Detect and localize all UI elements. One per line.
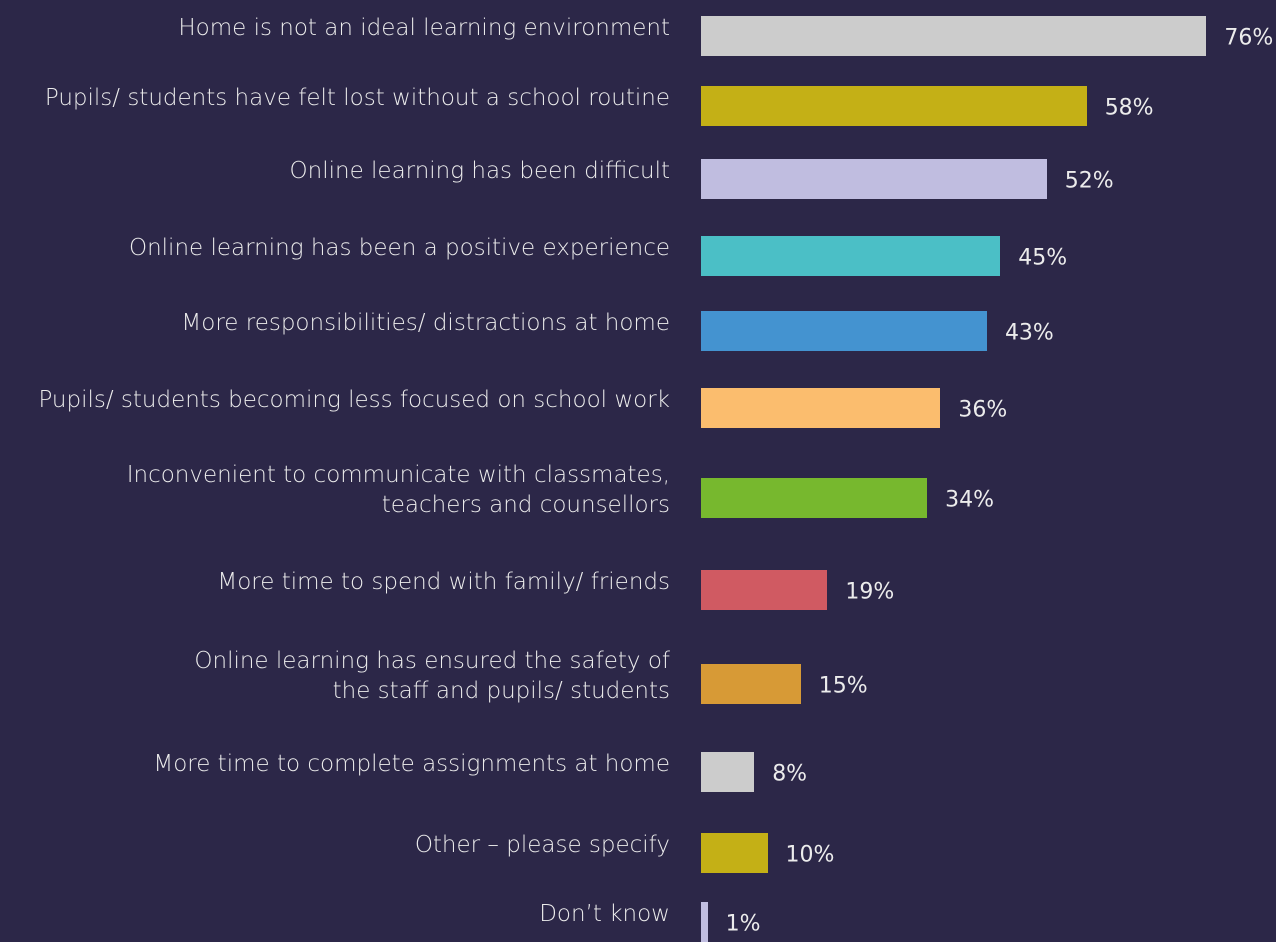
bar <box>701 311 987 351</box>
category-label: Inconvenient to communicate with classma… <box>126 462 670 518</box>
bar <box>701 388 941 428</box>
category-label: Home is not an ideal learning environmen… <box>178 15 670 41</box>
bar <box>701 752 755 792</box>
value-label: 34% <box>945 487 994 513</box>
value-label: 19% <box>845 579 895 605</box>
value-label: 52% <box>1064 168 1114 194</box>
category-label: More time to complete assignments at hom… <box>153 751 670 777</box>
value-label: 8% <box>772 761 808 787</box>
value-label: 15% <box>818 673 868 699</box>
bar <box>701 159 1047 199</box>
category-label: Pupils/ students have felt lost without … <box>44 85 670 111</box>
category-label: Other – please specify <box>414 832 670 858</box>
bar <box>701 236 1001 276</box>
value-label: 43% <box>1004 320 1054 346</box>
category-label: Online learning has been a positive expe… <box>128 235 670 261</box>
value-label: 10% <box>785 842 835 868</box>
category-label: More responsibilities/ distractions at h… <box>181 310 670 336</box>
bar <box>701 478 928 518</box>
bar <box>701 570 828 610</box>
bar <box>701 833 768 873</box>
bar <box>701 902 708 942</box>
category-label: Don’t know <box>539 901 670 927</box>
value-label: 36% <box>958 397 1008 423</box>
value-label: 1% <box>725 911 761 937</box>
value-label: 45% <box>1018 245 1068 271</box>
category-label: Pupils/ students becoming less focused o… <box>38 387 670 413</box>
category-label: Online learning has ensured the safety o… <box>194 648 670 704</box>
category-label: More time to spend with family/ friends <box>217 569 670 595</box>
value-label: 58% <box>1104 95 1154 121</box>
bar <box>701 16 1207 56</box>
bar <box>701 664 801 704</box>
value-label: 76% <box>1224 25 1274 51</box>
category-label: Online learning has been difficult <box>289 158 670 184</box>
bar <box>701 86 1087 126</box>
